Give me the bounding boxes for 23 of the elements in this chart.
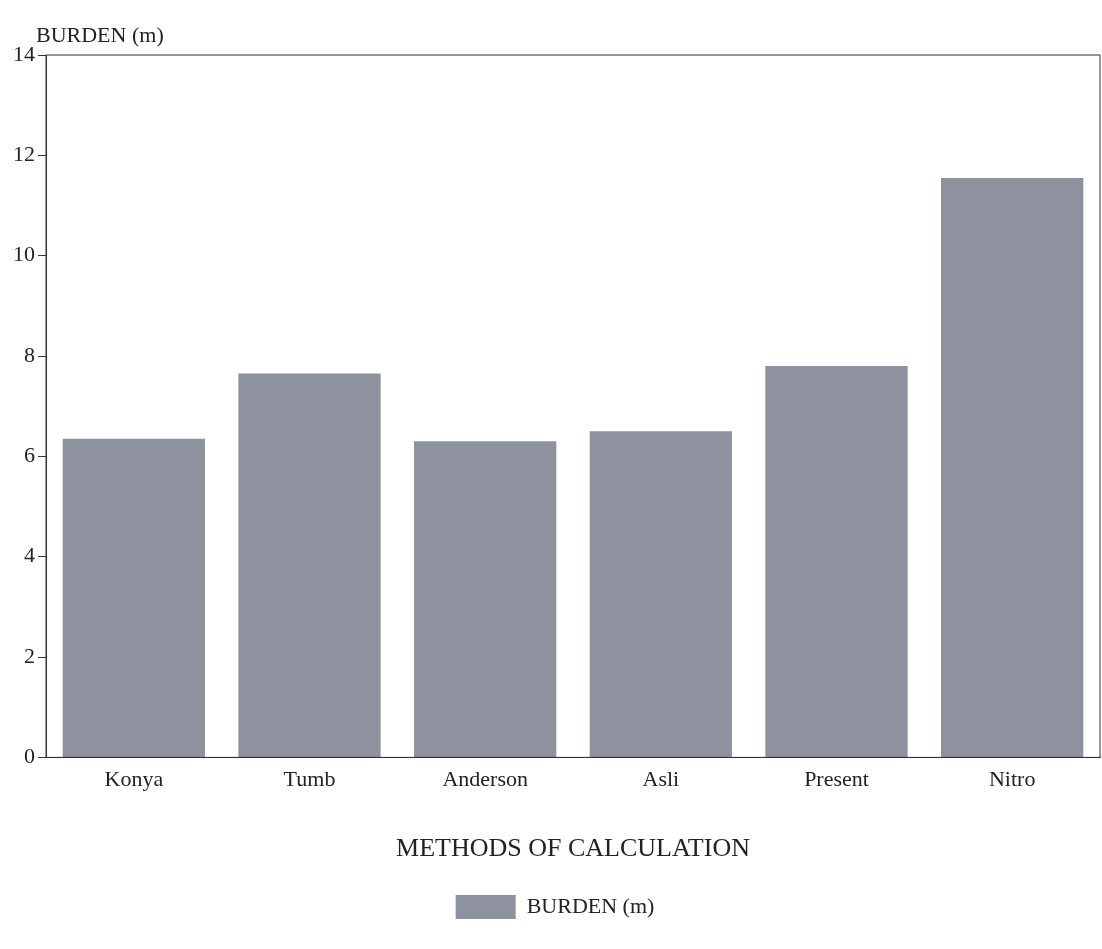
- x-tick-label: Anderson: [442, 766, 528, 792]
- bar: [238, 373, 381, 757]
- y-tick-label: 2: [24, 642, 35, 668]
- x-tick-label: Tumb: [283, 766, 336, 792]
- y-tick-label: 10: [13, 241, 35, 267]
- y-tick-label: 0: [24, 743, 35, 769]
- y-tick-label: 4: [24, 542, 35, 568]
- bar: [765, 366, 908, 757]
- x-tick-label: Present: [804, 766, 869, 792]
- y-tick-label: 14: [13, 40, 35, 66]
- bar: [589, 431, 732, 757]
- bar: [414, 441, 557, 757]
- x-tick-label: Nitro: [988, 766, 1036, 792]
- x-axis-title: METHODS OF CALCULATION: [396, 833, 751, 863]
- y-tick-label: 12: [13, 141, 35, 167]
- y-tick-label: 8: [24, 341, 35, 367]
- x-tick-label: Konya: [104, 766, 164, 792]
- x-tick-label: Asli: [642, 766, 680, 792]
- legend-label: BURDEN (m): [526, 892, 655, 918]
- y-axis-title: BURDEN (m): [36, 21, 164, 47]
- bar: [941, 177, 1084, 757]
- bar: [62, 438, 205, 757]
- y-tick-label: 6: [24, 442, 35, 468]
